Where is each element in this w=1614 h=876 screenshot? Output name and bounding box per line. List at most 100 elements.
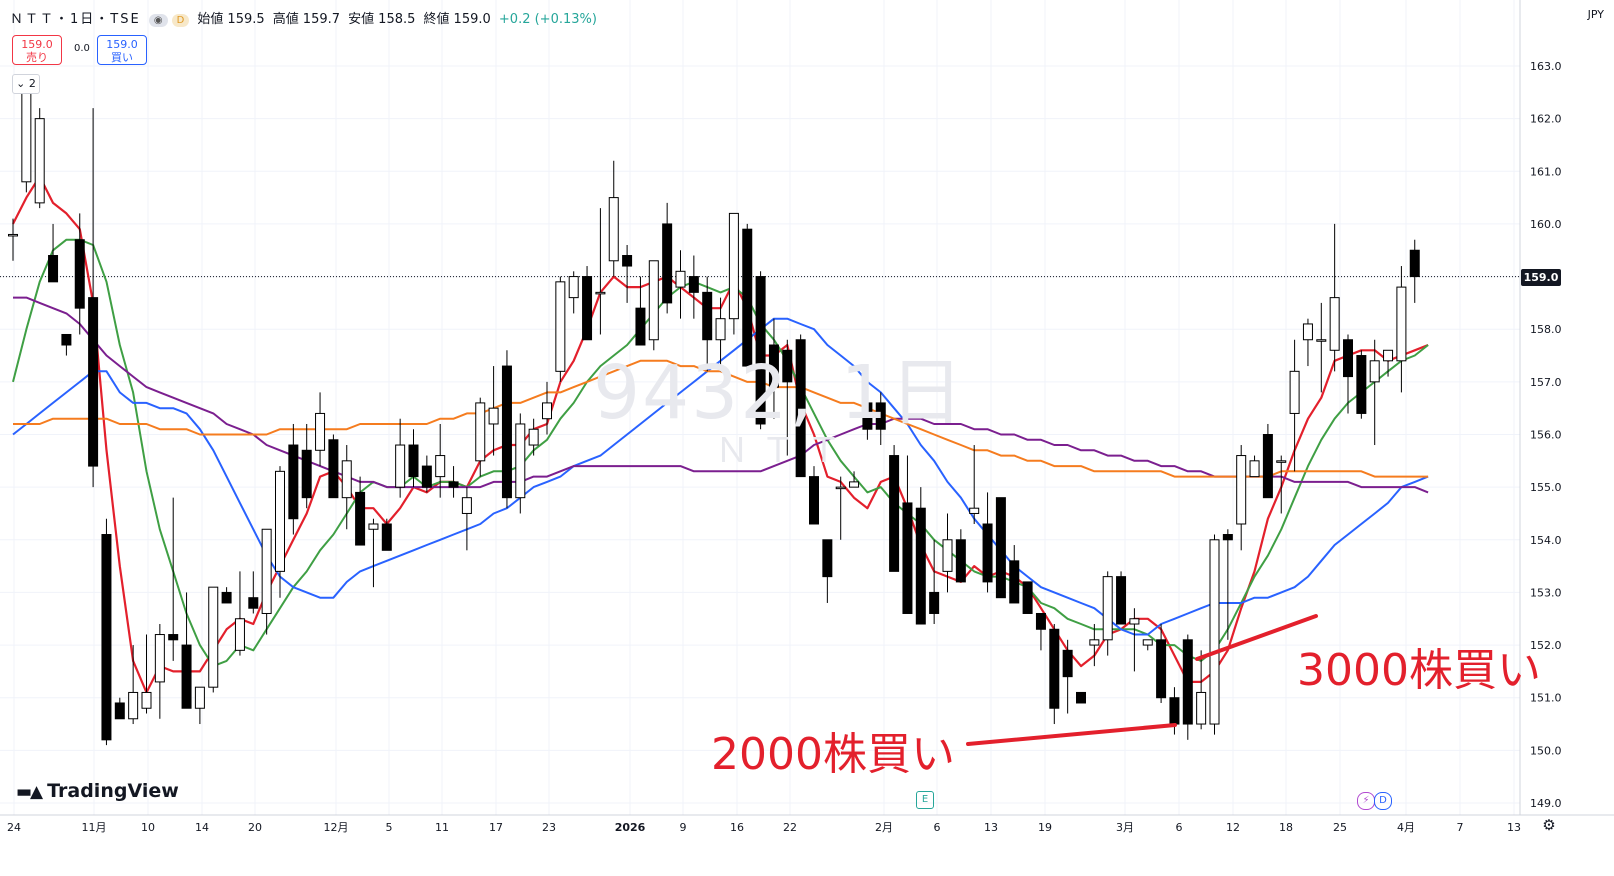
candle — [341, 445, 352, 530]
time-tick-label: 14 — [195, 821, 209, 834]
candle-body — [608, 197, 619, 262]
candle-body — [1262, 434, 1273, 499]
candle-body — [1182, 639, 1193, 725]
candle — [381, 518, 392, 551]
time-tick-label: 25 — [1333, 821, 1347, 834]
candle — [301, 423, 312, 509]
candle-body — [1329, 297, 1340, 351]
candle-body — [675, 270, 686, 288]
candle — [355, 476, 366, 546]
candle — [141, 634, 152, 714]
price-axis: 149.0 150.0 151.0 152.0 153.0 154.0 155.0 156.0… — [1519, 0, 1562, 815]
buy-price: 159.0 — [106, 38, 138, 51]
candle — [1409, 239, 1420, 303]
candle — [702, 276, 713, 372]
tradingview-logo[interactable]: ▬▲ TradingView — [16, 780, 179, 802]
price-tick-label: 151.0 — [1530, 692, 1562, 705]
candle — [755, 271, 766, 430]
candle-body — [902, 502, 913, 614]
candle — [969, 445, 980, 524]
watermark-name: ＮＴＴ — [715, 431, 853, 471]
trend-lines — [966, 614, 1318, 746]
candle — [942, 513, 953, 593]
candle-body — [1209, 539, 1220, 725]
candle-body — [1249, 460, 1260, 478]
sell-price: 159.0 — [21, 38, 53, 51]
annotation-2000-shares[interactable]: 2000株買い — [711, 729, 955, 780]
candle-body — [1076, 691, 1086, 704]
close-value: 159.0 — [453, 12, 491, 27]
candle-body — [822, 539, 833, 578]
candle — [1116, 571, 1127, 625]
price-tick-label: 163.0 — [1530, 60, 1562, 73]
time-tick-label: 20 — [248, 821, 262, 834]
candle-body — [515, 423, 526, 499]
candle-body — [862, 402, 873, 430]
candle — [862, 397, 873, 440]
split-icon[interactable]: ⚡ — [1357, 792, 1375, 810]
candle — [688, 255, 699, 319]
candle — [835, 476, 846, 540]
candle-body — [1222, 534, 1233, 541]
candle-body — [501, 365, 512, 499]
candle — [1022, 581, 1033, 614]
watermark-code: 9432, 1日 — [593, 350, 966, 436]
data-status-icon[interactable]: D — [171, 14, 190, 27]
candle — [1035, 612, 1046, 651]
candle-body — [849, 481, 860, 488]
time-tick-label: 2026 — [615, 821, 646, 834]
candle-body — [328, 439, 339, 499]
time-tick-label: 12月 — [324, 821, 349, 834]
price-tick-label: 162.0 — [1530, 113, 1562, 126]
candle-body — [355, 491, 366, 546]
sell-button[interactable]: 159.0 売り — [12, 35, 62, 65]
price-tick-label: 156.0 — [1530, 429, 1562, 442]
candle — [435, 423, 446, 498]
candle-body — [1356, 355, 1367, 414]
candle — [809, 466, 819, 525]
candle-body — [1289, 370, 1300, 414]
eye-icon[interactable]: ◉ — [148, 14, 168, 27]
candle-body — [1316, 339, 1327, 342]
currency-label[interactable]: JPY — [1587, 8, 1604, 21]
candle-body — [381, 523, 392, 551]
dividend-icon[interactable]: D — [1374, 792, 1392, 810]
candle — [648, 260, 659, 351]
candle — [889, 445, 900, 572]
candle — [1209, 534, 1220, 735]
candle — [1396, 266, 1407, 393]
candle — [929, 539, 940, 625]
candle — [101, 518, 112, 746]
candle — [48, 223, 59, 283]
earnings-icon[interactable]: E — [916, 791, 934, 809]
buy-button[interactable]: 159.0 買い — [97, 35, 147, 65]
indicators-toggle[interactable]: ⌄ 2 — [12, 74, 40, 94]
buy-label: 買い — [111, 51, 133, 64]
candle-body — [261, 528, 272, 614]
candle-body — [1196, 691, 1207, 725]
time-tick-label: 6 — [934, 821, 941, 834]
candle-body — [1383, 349, 1394, 362]
candle — [742, 223, 753, 367]
candle-body — [782, 349, 793, 383]
candle — [501, 350, 512, 509]
time-tick-label: 19 — [1038, 821, 1052, 834]
candle-body — [1035, 612, 1046, 630]
candle — [448, 466, 459, 498]
low-label: 安値 — [348, 12, 375, 27]
candle — [221, 587, 232, 604]
candle-body — [1236, 455, 1247, 525]
candle — [568, 271, 579, 314]
open-value: 159.5 — [227, 12, 265, 27]
candle-body — [61, 333, 72, 346]
candle — [395, 418, 406, 498]
candle-body — [341, 460, 352, 499]
candle-body — [635, 307, 646, 346]
gear-icon[interactable]: ⚙ — [1542, 816, 1556, 834]
candle-body — [194, 686, 205, 709]
symbol-title[interactable]: ＮＴＴ・1日・TSE — [10, 12, 141, 27]
candle-body — [995, 497, 1006, 599]
candle-body — [88, 297, 99, 467]
annotation-3000-shares[interactable]: 3000株買い — [1297, 645, 1541, 696]
